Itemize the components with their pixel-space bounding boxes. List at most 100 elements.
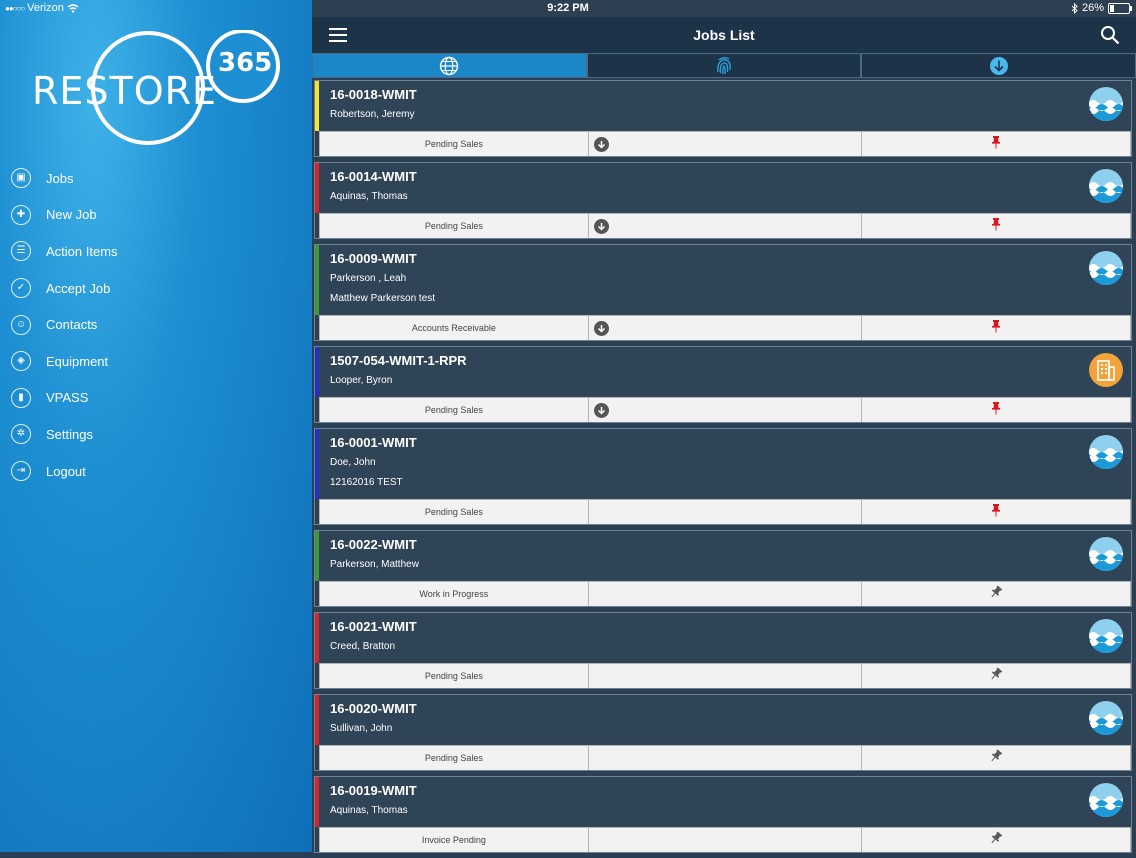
search-icon[interactable]	[1100, 25, 1120, 45]
status-color-stripe	[315, 777, 319, 827]
sidebar-item-contacts[interactable]: ☺ Contacts	[0, 306, 312, 343]
job-card[interactable]: 16-0022-WMIT Parkerson, Matthew Work in Pr…	[314, 530, 1132, 607]
job-client: Parkerson, Matthew	[330, 559, 419, 570]
status-bar: ●●○○○ Verizon 9:22 PM 26%	[0, 0, 1136, 17]
carrier-name: Verizon	[27, 2, 64, 14]
download-circle-icon[interactable]	[593, 136, 609, 152]
sidebar-item-label: Settings	[46, 426, 93, 442]
job-card[interactable]: 16-0014-WMIT Aquinas, Thomas Pending Sales	[314, 162, 1132, 239]
sidebar-item-equipment[interactable]: ◈ Equipment	[0, 343, 312, 380]
job-card-footer: Pending Sales	[319, 663, 1132, 688]
job-card[interactable]: 16-0001-WMIT Doe, John 12162016 TEST Pendin…	[314, 428, 1132, 525]
job-card-footer: Accounts Receivable	[319, 315, 1132, 340]
download-cell	[588, 827, 863, 852]
water-damage-icon	[1089, 701, 1123, 735]
status-color-stripe	[315, 531, 319, 581]
sidebar: RESTORE 365 ▣ Jobs ✚ New Job ☰ Action Items ✓ A…	[0, 0, 312, 852]
job-description: 12162016 TEST	[330, 477, 403, 488]
download-cell[interactable]	[588, 213, 863, 238]
download-circle-icon[interactable]	[593, 320, 609, 336]
tab-globe[interactable]	[312, 53, 587, 78]
job-status-cell: Pending Sales	[319, 745, 589, 770]
job-card-header[interactable]: 16-0019-WMIT Aquinas, Thomas	[315, 777, 1131, 827]
download-cell[interactable]	[588, 315, 863, 340]
job-card[interactable]: 16-0020-WMIT Sullivan, John Pending Sales	[314, 694, 1132, 771]
job-status: Work in Progress	[419, 589, 489, 599]
download-cell	[588, 745, 863, 770]
pin-red-icon[interactable]	[990, 135, 1002, 154]
menu-icon[interactable]	[329, 28, 347, 42]
water-damage-icon	[1089, 537, 1123, 571]
sidebar-item-logout[interactable]: ⇥ Logout	[0, 453, 312, 490]
download-cell[interactable]	[588, 397, 863, 422]
globe-icon	[440, 56, 459, 75]
job-id: 16-0020-WMIT	[330, 701, 417, 716]
job-id: 1507-054-WMIT-1-RPR	[330, 353, 467, 368]
battery-icon	[1108, 2, 1132, 14]
pin-cell[interactable]	[862, 499, 1132, 524]
job-card-header[interactable]: 16-0022-WMIT Parkerson, Matthew	[315, 531, 1131, 581]
jobs-icon: ▣	[11, 168, 31, 189]
pin-icon[interactable]	[989, 666, 1003, 686]
job-card[interactable]: 16-0018-WMIT Robertson, Jeremy Pending Sal…	[314, 80, 1132, 157]
water-damage-icon	[1089, 435, 1123, 469]
pin-cell[interactable]	[862, 131, 1132, 156]
pin-cell[interactable]	[862, 315, 1132, 340]
job-card[interactable]: 16-0009-WMIT Parkerson , Leah Matthew Park…	[314, 244, 1132, 341]
fingerprint-icon	[717, 56, 731, 74]
sidebar-item-jobs[interactable]: ▣ Jobs	[0, 160, 312, 197]
pin-icon[interactable]	[989, 830, 1003, 850]
job-id: 16-0014-WMIT	[330, 169, 417, 184]
sidebar-item-accept-job[interactable]: ✓ Accept Job	[0, 270, 312, 307]
tab-fingerprint[interactable]	[586, 53, 862, 78]
job-card-header[interactable]: 16-0020-WMIT Sullivan, John	[315, 695, 1131, 745]
job-card-header[interactable]: 1507-054-WMIT-1-RPR Looper, Byron	[315, 347, 1131, 397]
pin-cell[interactable]	[862, 745, 1132, 770]
pin-cell[interactable]	[862, 581, 1132, 606]
status-color-stripe	[315, 245, 319, 315]
job-card[interactable]: 16-0019-WMIT Aquinas, Thomas Invoice Pendi…	[314, 776, 1132, 853]
job-status-cell: Accounts Receivable	[319, 315, 589, 340]
tab-download[interactable]	[861, 53, 1136, 78]
pin-cell[interactable]	[862, 397, 1132, 422]
sidebar-item-label: Contacts	[46, 317, 98, 333]
status-time: 9:22 PM	[547, 2, 589, 14]
job-card-header[interactable]: 16-0014-WMIT Aquinas, Thomas	[315, 163, 1131, 213]
job-status-cell: Invoice Pending	[319, 827, 589, 852]
job-status: Pending Sales	[424, 221, 483, 231]
equipment-icon: ◈	[11, 351, 31, 372]
sidebar-item-vpass[interactable]: ▮ VPASS	[0, 380, 312, 417]
pin-red-icon[interactable]	[990, 319, 1002, 338]
job-client: Looper, Byron	[330, 375, 393, 386]
sidebar-item-settings[interactable]: ✲ Settings	[0, 416, 312, 453]
pin-red-icon[interactable]	[990, 503, 1002, 522]
job-id: 16-0022-WMIT	[330, 537, 417, 552]
job-card-footer: Work in Progress	[319, 581, 1132, 606]
sidebar-item-action-items[interactable]: ☰ Action Items	[0, 233, 312, 270]
pin-red-icon[interactable]	[990, 217, 1002, 236]
job-card-header[interactable]: 16-0009-WMIT Parkerson , Leah Matthew Park…	[315, 245, 1131, 315]
download-circle-icon[interactable]	[593, 402, 609, 418]
download-cell	[588, 499, 863, 524]
download-circle-icon[interactable]	[593, 218, 609, 234]
download-cell[interactable]	[588, 131, 863, 156]
job-client: Parkerson , Leah	[330, 273, 407, 284]
pin-icon[interactable]	[989, 748, 1003, 768]
download-cell	[588, 581, 863, 606]
job-card-header[interactable]: 16-0021-WMIT Creed, Bratton	[315, 613, 1131, 663]
job-card[interactable]: 16-0021-WMIT Creed, Bratton Pending Sales	[314, 612, 1132, 689]
pin-icon[interactable]	[989, 584, 1003, 604]
pin-cell[interactable]	[862, 213, 1132, 238]
pin-red-icon[interactable]	[990, 401, 1002, 420]
download-icon	[989, 56, 1008, 75]
pin-cell[interactable]	[862, 827, 1132, 852]
job-card[interactable]: 1507-054-WMIT-1-RPR Looper, Byron Pending …	[314, 346, 1132, 423]
job-client: Aquinas, Thomas	[330, 805, 408, 816]
water-damage-icon	[1089, 169, 1123, 203]
job-card-header[interactable]: 16-0001-WMIT Doe, John 12162016 TEST	[315, 429, 1131, 499]
sidebar-item-new-job[interactable]: ✚ New Job	[0, 197, 312, 234]
pin-cell[interactable]	[862, 663, 1132, 688]
job-card-header[interactable]: 16-0018-WMIT Robertson, Jeremy	[315, 81, 1131, 131]
status-color-stripe	[315, 81, 319, 131]
signal-dots-icon: ●●○○○	[5, 3, 25, 13]
